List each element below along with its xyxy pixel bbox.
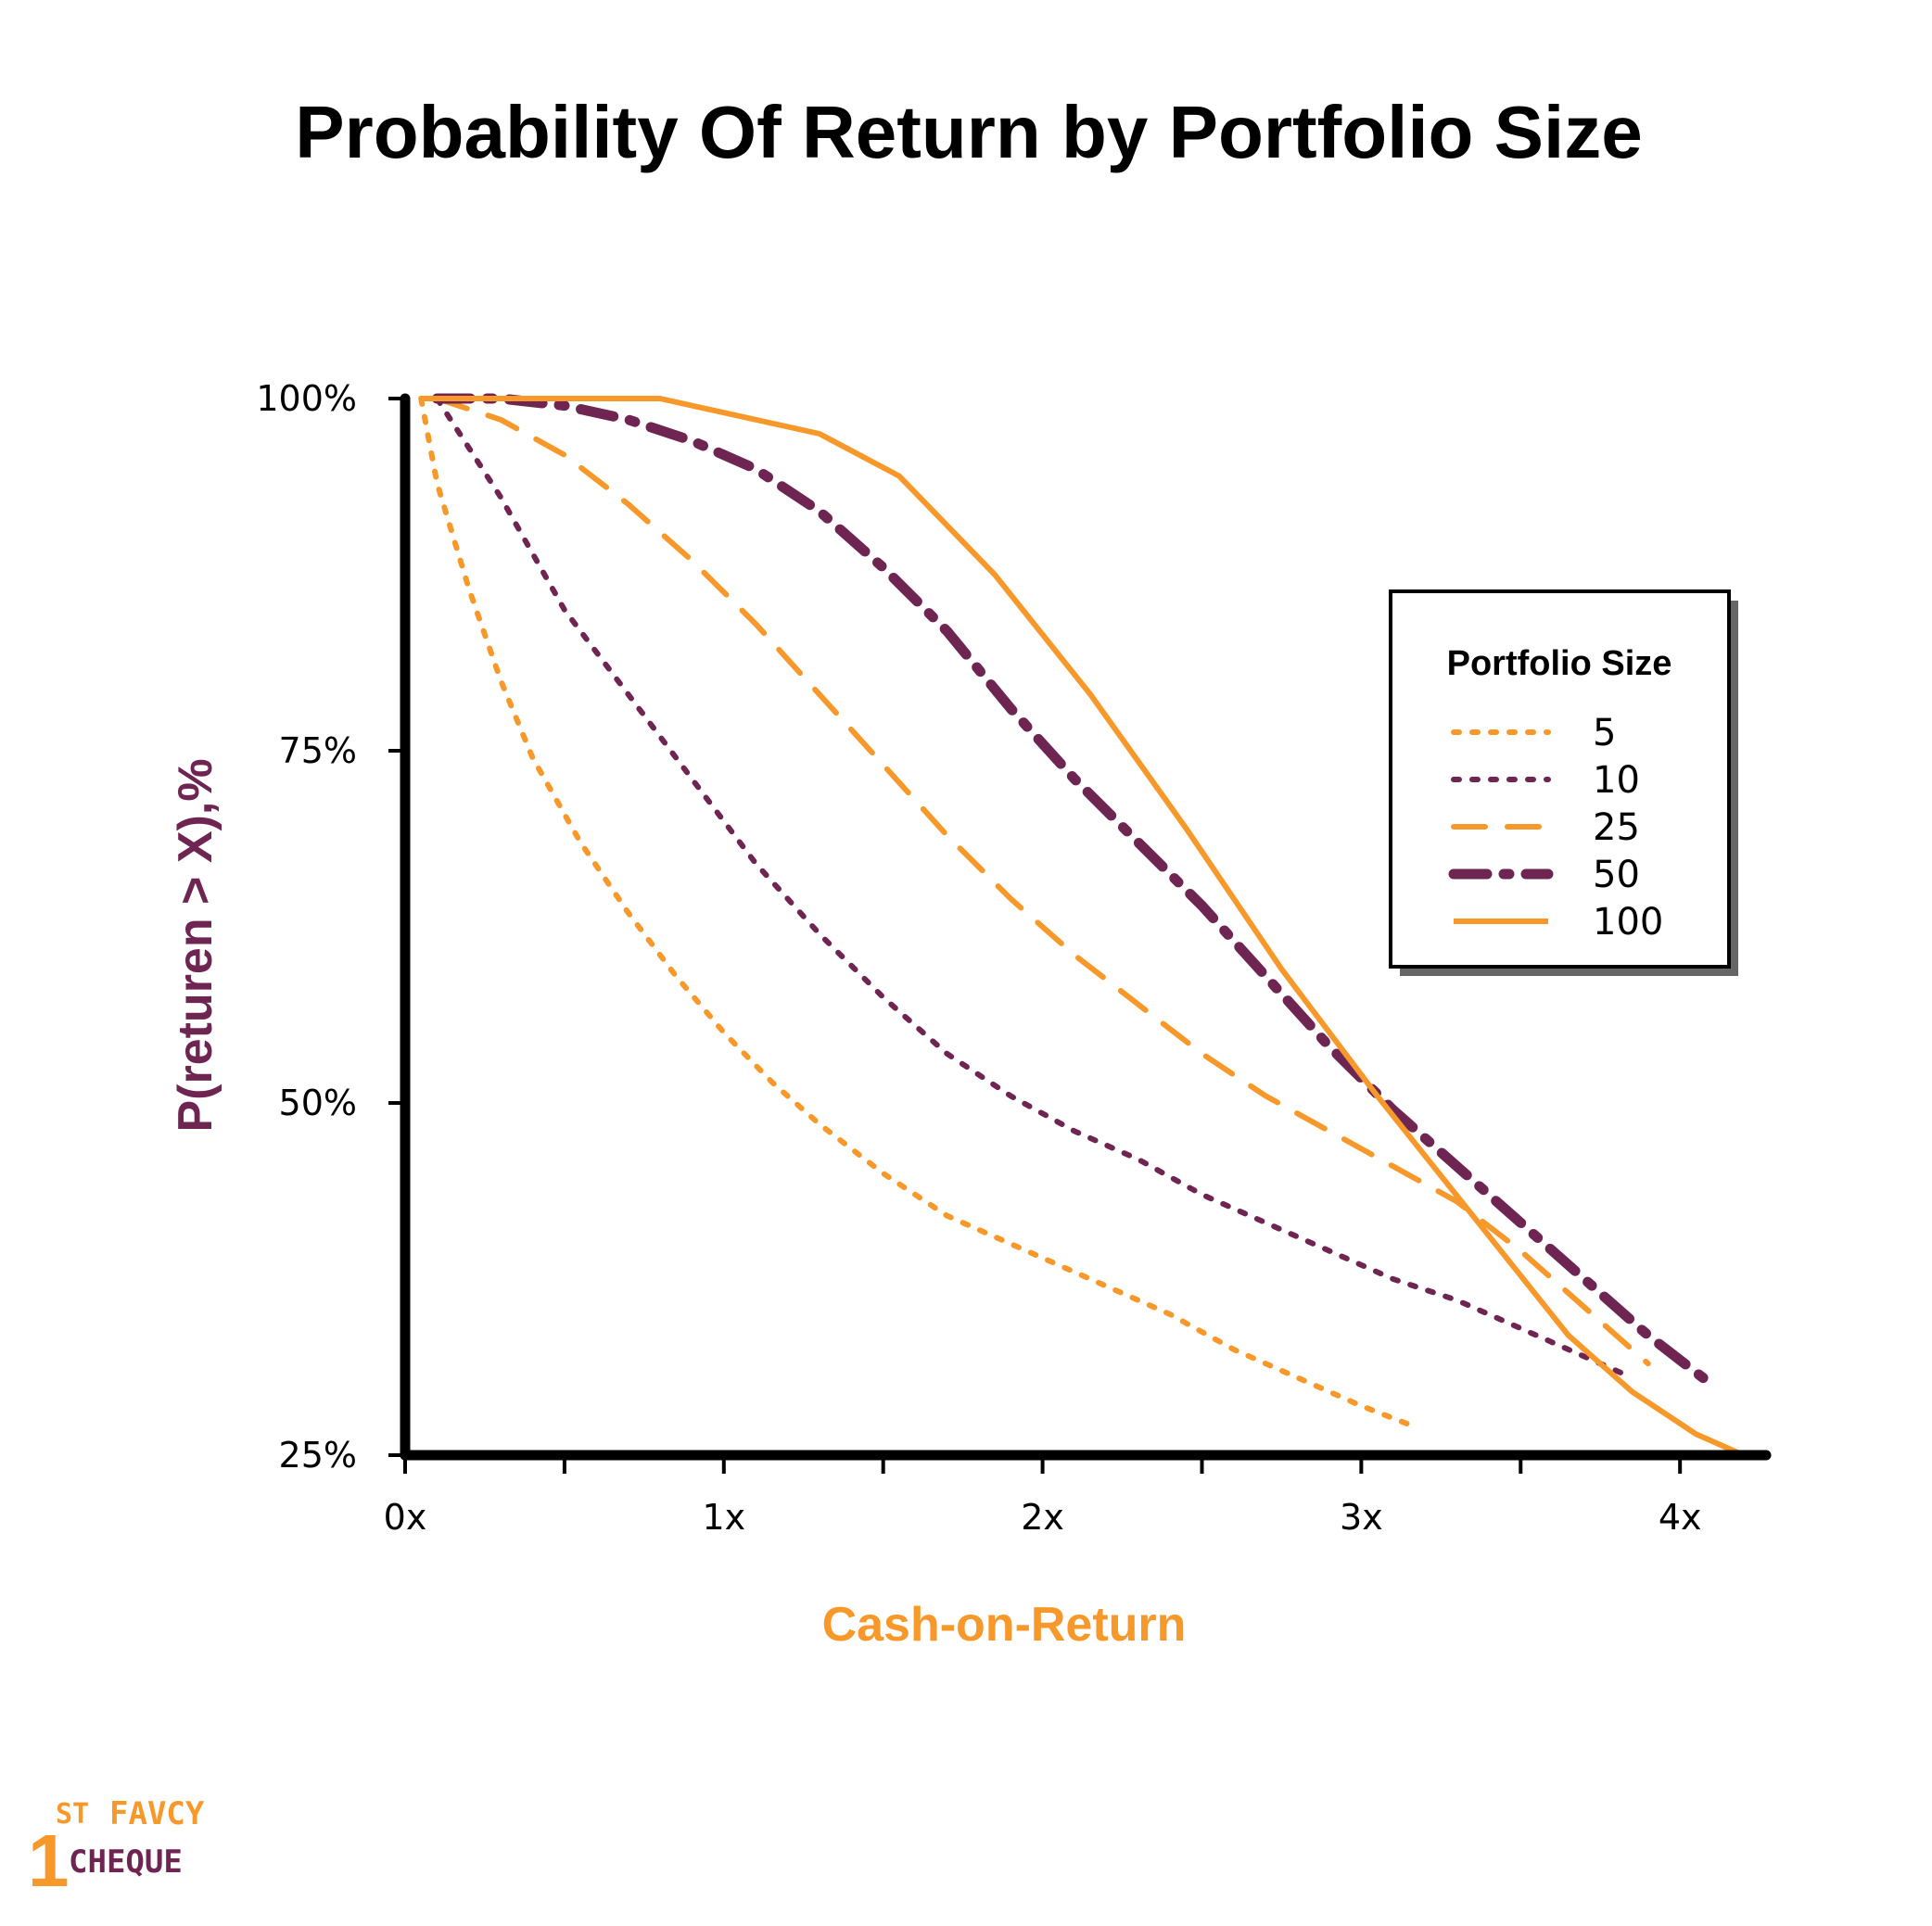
x-tick-label: 2x: [1021, 1497, 1064, 1538]
logo-line1: FAVCY: [109, 1795, 205, 1832]
chart-title: Probability Of Return by Portfolio Size: [295, 91, 1642, 173]
y-tick-label: 50%: [279, 1083, 357, 1123]
y-tick-label: 75%: [279, 730, 357, 771]
legend-label-5: 5: [1593, 712, 1616, 754]
legend-label-50: 50: [1593, 854, 1640, 896]
x-tick-label: 0x: [384, 1497, 427, 1538]
series-line-5: [421, 399, 1416, 1427]
x-tick-label: 4x: [1659, 1497, 1702, 1538]
y-tick-label: 25%: [279, 1435, 357, 1476]
legend-title: Portfolio Size: [1447, 644, 1672, 683]
logo-line2: CHEQUE: [69, 1844, 183, 1881]
legend-label-100: 100: [1593, 901, 1663, 944]
legend-label-10: 10: [1593, 759, 1640, 802]
y-tick-label: 100%: [256, 378, 357, 419]
logo-superscript: ST: [56, 1798, 89, 1831]
favcy-cheque-logo: 1 ST FAVCY CHEQUE: [28, 1795, 205, 1902]
y-axis-title: P(returen > X),%: [169, 758, 222, 1132]
legend-label-25: 25: [1593, 806, 1640, 849]
logo-number: 1: [28, 1819, 70, 1902]
x-tick-label: 1x: [702, 1497, 745, 1538]
x-axis-title: Cash-on-Return: [822, 1598, 1187, 1652]
x-tick-label: 3x: [1340, 1497, 1383, 1538]
